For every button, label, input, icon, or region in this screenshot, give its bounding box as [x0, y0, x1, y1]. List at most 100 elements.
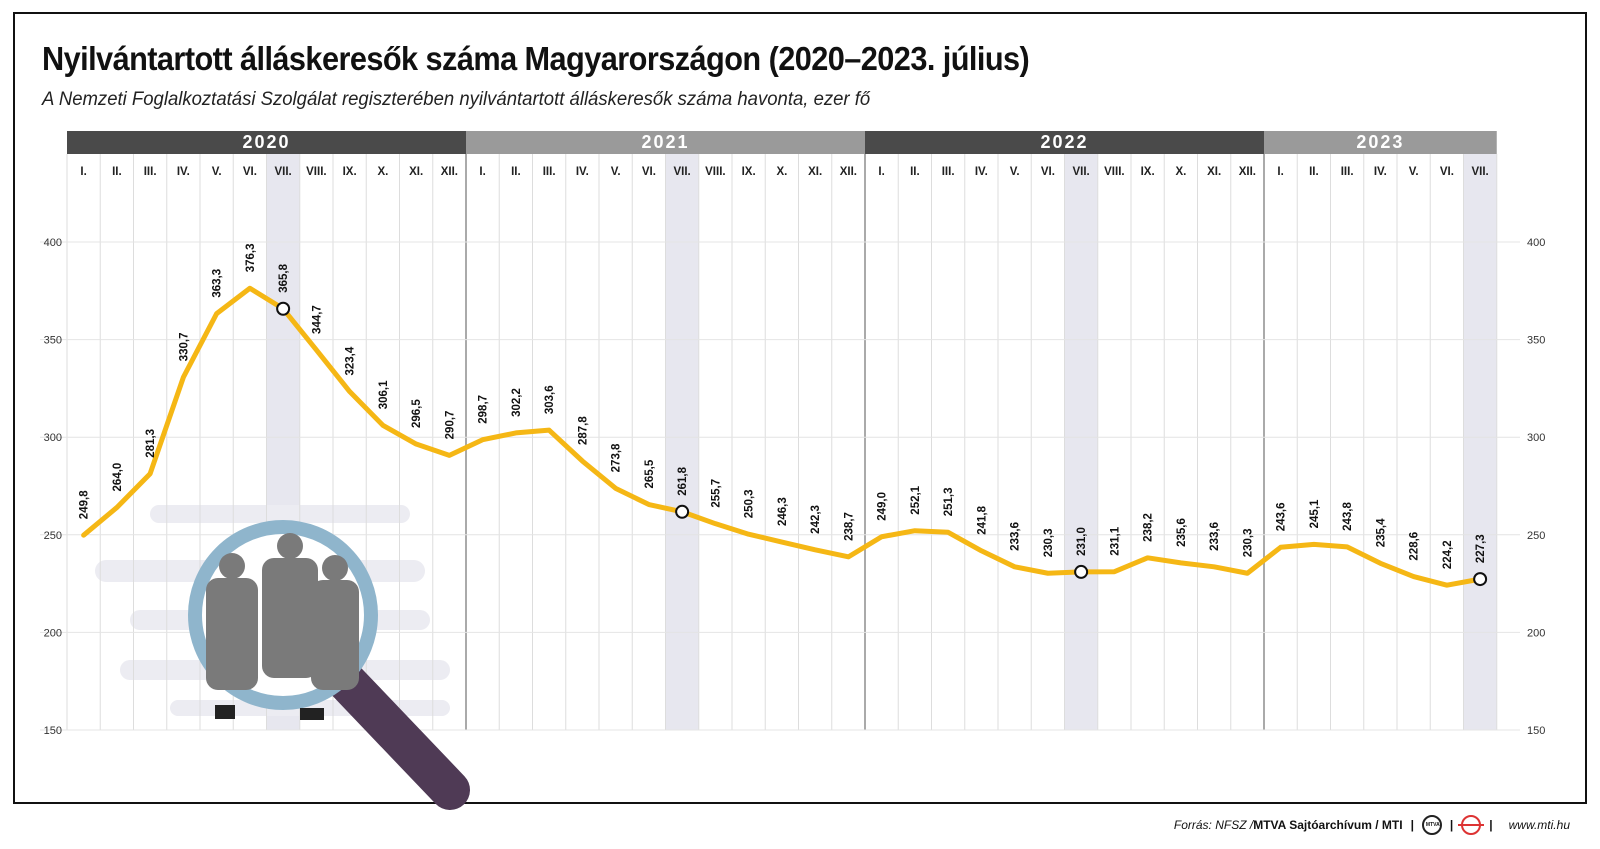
person-foot-icon [215, 705, 235, 719]
data-label: 330,7 [178, 332, 190, 361]
y-tick-label-right: 400 [1527, 237, 1545, 249]
data-label: 287,8 [577, 416, 589, 445]
data-label: 306,1 [378, 380, 390, 409]
month-label: XII. [840, 166, 857, 178]
highlight-band [1064, 154, 1098, 730]
data-label: 224,2 [1442, 540, 1454, 569]
mti-logo-icon [1458, 815, 1485, 835]
month-label: IV. [1374, 166, 1387, 178]
y-tick-label-right: 200 [1527, 627, 1545, 639]
month-label: VII. [1072, 166, 1089, 178]
month-label: III. [144, 166, 157, 178]
y-tick-label-right: 150 [1527, 725, 1545, 737]
month-label: III. [1341, 166, 1354, 178]
data-label: 243,6 [1276, 503, 1288, 532]
footer-separator: | [1449, 818, 1454, 832]
year-label: 2023 [1356, 132, 1404, 152]
month-label: XII. [1239, 166, 1256, 178]
data-label: 238,2 [1143, 513, 1155, 542]
month-label: XI. [1207, 166, 1221, 178]
data-label: 323,4 [345, 346, 357, 375]
data-label: 235,6 [1176, 518, 1188, 547]
source-text: Forrás: NFSZ / [1173, 818, 1254, 832]
year-header-bar [865, 131, 1264, 154]
y-tick-label-left: 300 [44, 432, 62, 444]
year-header-bar [67, 131, 466, 154]
year-label: 2020 [242, 132, 290, 152]
month-label: XI. [409, 166, 423, 178]
month-label: VIII. [306, 166, 326, 178]
data-label: 246,3 [777, 497, 789, 526]
month-label: VIII. [705, 166, 725, 178]
data-label: 251,3 [943, 487, 955, 516]
series-line [81, 285, 1483, 588]
month-label: I. [1277, 166, 1283, 178]
data-label: 233,6 [1209, 522, 1221, 551]
month-label: X. [776, 166, 787, 178]
person-body-icon [206, 578, 258, 690]
chart-title: Nyilvántartott álláskeresők száma Magyar… [42, 40, 1030, 77]
month-label: X. [1175, 166, 1186, 178]
month-label: IV. [975, 166, 988, 178]
person-head-icon [277, 533, 303, 559]
data-point-marker [675, 504, 690, 519]
data-label: 302,2 [511, 388, 523, 417]
month-label: VIII. [1104, 166, 1124, 178]
data-label: 230,3 [1242, 528, 1254, 557]
data-label: 363,3 [212, 269, 224, 298]
month-label: IV. [177, 166, 190, 178]
data-label: 303,6 [544, 385, 556, 414]
month-label: VI. [1440, 166, 1454, 178]
month-label: VII. [1471, 166, 1488, 178]
data-label: 252,1 [910, 485, 922, 514]
person-body-icon [262, 558, 318, 678]
month-label: V. [1409, 166, 1419, 178]
data-label: 249,0 [877, 492, 889, 521]
person-head-icon [219, 553, 245, 579]
month-label: X. [377, 166, 388, 178]
data-label: 245,1 [1309, 499, 1321, 528]
month-label: III. [543, 166, 556, 178]
data-label: 265,5 [644, 459, 656, 488]
data-label: 238,7 [843, 512, 855, 541]
month-label: XII. [441, 166, 458, 178]
data-label: 228,6 [1409, 532, 1421, 561]
data-label: 231,1 [1109, 526, 1121, 555]
y-tick-label-left: 400 [44, 237, 62, 249]
highlight-band [665, 154, 699, 730]
month-label: XI. [808, 166, 822, 178]
month-label: V. [611, 166, 621, 178]
agency-text: MTVA Sajtóarchívum / MTI [1253, 818, 1403, 832]
month-label: VI. [1041, 166, 1055, 178]
month-label: III. [942, 166, 955, 178]
month-label: VII. [673, 166, 690, 178]
website-text: www.mti.hu [1508, 818, 1570, 832]
person-head-icon [322, 555, 348, 581]
highlight-band [1463, 154, 1497, 730]
month-label: IX. [343, 166, 357, 178]
data-label: 230,3 [1043, 528, 1055, 557]
y-tick-label-left: 350 [44, 335, 62, 347]
data-point-marker [276, 301, 291, 316]
data-label: 365,8 [278, 263, 290, 292]
background-streak [150, 505, 410, 523]
data-label: 231,0 [1076, 527, 1088, 556]
year-header-bar [466, 131, 865, 154]
data-label: 255,7 [710, 479, 722, 508]
data-label: 261,8 [677, 466, 689, 495]
data-label: 250,3 [744, 489, 756, 518]
month-label: IX. [1141, 166, 1155, 178]
data-label: 243,8 [1342, 502, 1354, 531]
footer: Forrás: NFSZ / MTVA Sajtóarchívum / MTI … [1174, 815, 1570, 835]
person-body-icon [311, 580, 359, 690]
month-label: VII. [274, 166, 291, 178]
chart-frame [13, 12, 1587, 804]
y-tick-label-left: 250 [44, 530, 62, 542]
y-tick-label-right: 300 [1527, 432, 1545, 444]
data-label: 242,3 [810, 505, 822, 534]
data-label: 298,7 [478, 395, 490, 424]
month-label: IX. [742, 166, 756, 178]
month-label: VI. [642, 166, 656, 178]
year-label: 2021 [641, 132, 689, 152]
